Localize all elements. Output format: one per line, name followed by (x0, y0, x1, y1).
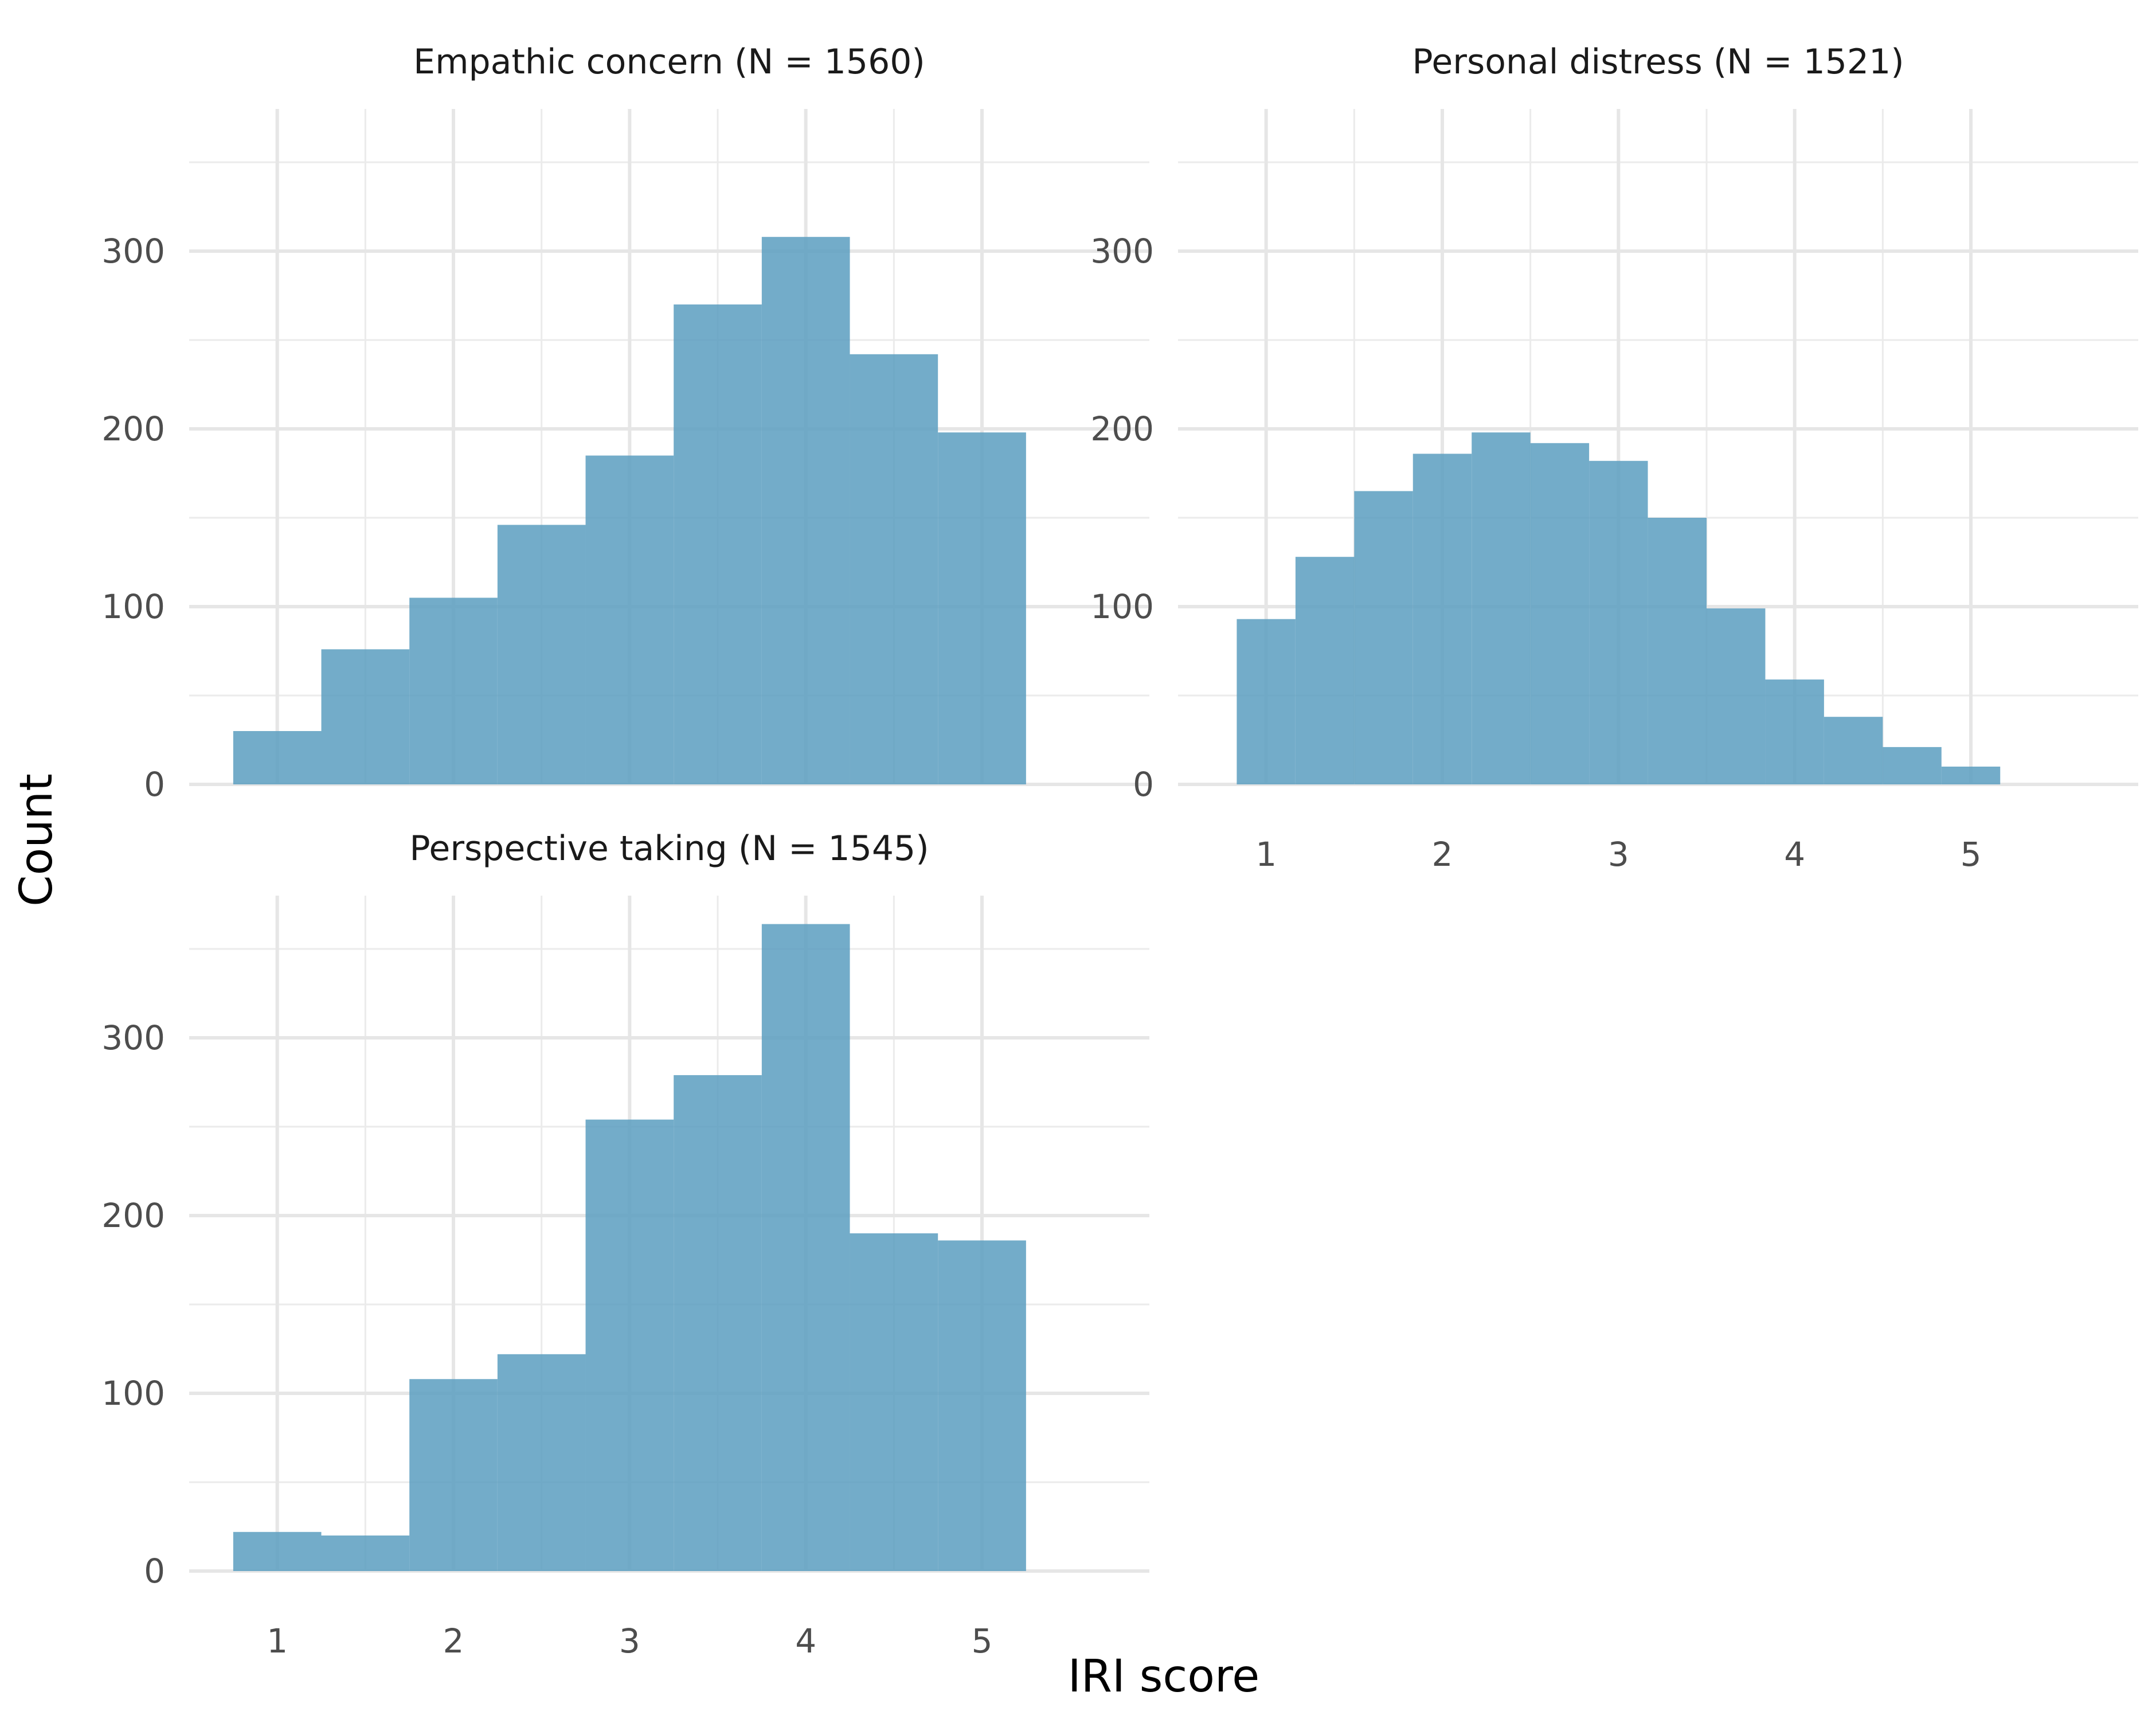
histogram-bar (674, 304, 762, 784)
histogram-bar (497, 1354, 586, 1571)
panel-title: Personal distress (N = 1521) (1412, 42, 1904, 82)
histogram-bar (1295, 557, 1355, 784)
histogram-bar (761, 924, 850, 1571)
histogram-bar (321, 1536, 410, 1571)
panel-title: Empathic concern (N = 1560) (413, 42, 925, 82)
y-tick-label: 100 (1090, 587, 1154, 626)
y-tick-label: 100 (101, 1374, 165, 1413)
x-tick-label: 3 (619, 1622, 640, 1661)
y-tick-label: 0 (144, 765, 165, 804)
histogram-bar (233, 731, 322, 784)
y-tick-label: 0 (1133, 765, 1154, 804)
y-axis-title: Count (11, 773, 62, 907)
histogram-bar (1765, 679, 1824, 784)
y-tick-label: 0 (144, 1552, 165, 1591)
y-tick-label: 300 (101, 1018, 165, 1057)
histogram-bar (938, 1240, 1026, 1571)
histogram-bar (585, 1119, 674, 1571)
histogram-bar (1237, 619, 1296, 784)
x-axis-title: IRI score (1068, 1651, 1260, 1702)
histogram-bar (1707, 608, 1766, 784)
panel-title: Perspective taking (N = 1545) (409, 829, 929, 869)
x-tick-label: 4 (1784, 835, 1805, 874)
histogram-bar (1412, 454, 1472, 784)
histogram-bar (233, 1531, 322, 1571)
histogram-bar (1589, 460, 1648, 784)
histogram-bar (1824, 717, 1883, 784)
histogram-bar (1648, 518, 1707, 784)
histogram-bar (938, 432, 1026, 784)
panel-personal-distress: 0 100 200 300 1 2 3 4 5 Personal distress (N = 15… (1090, 42, 2138, 874)
histogram-bar (1530, 443, 1590, 784)
histogram-bar (409, 597, 498, 784)
y-tick-label: 100 (101, 587, 165, 626)
x-tick-label: 4 (795, 1622, 816, 1661)
x-tick-label: 2 (443, 1622, 464, 1661)
x-tick-label: 1 (267, 1622, 288, 1661)
panel-empathic-concern: 0 100 200 300 Empathic concern (N = 1560) (101, 42, 1149, 804)
x-tick-label: 2 (1432, 835, 1453, 874)
histogram-bar (585, 455, 674, 784)
y-tick-label: 300 (1090, 232, 1154, 271)
histogram-bar (850, 1233, 938, 1571)
y-tick-label: 200 (101, 1196, 165, 1235)
x-tick-label: 3 (1608, 835, 1629, 874)
histogram-bar (1941, 767, 2001, 784)
y-tick-label: 200 (1090, 409, 1154, 448)
histogram-bar (761, 237, 850, 784)
histogram-bar (674, 1075, 762, 1571)
histogram-bar (1472, 432, 1531, 784)
histogram-bar (409, 1379, 498, 1571)
histogram-bar (321, 649, 410, 784)
y-tick-label: 300 (101, 232, 165, 271)
panel-perspective-taking: 0 100 200 300 1 2 3 4 5 Perspective taking (N = 1… (101, 829, 1149, 1661)
histogram-bar (1883, 747, 1942, 784)
x-tick-label: 5 (1961, 835, 1982, 874)
histogram-bar (1354, 491, 1413, 784)
histogram-bar (497, 525, 586, 784)
x-tick-label: 1 (1255, 835, 1277, 874)
histogram-bar (850, 354, 938, 784)
x-tick-label: 5 (972, 1622, 993, 1661)
y-tick-label: 200 (101, 409, 165, 448)
